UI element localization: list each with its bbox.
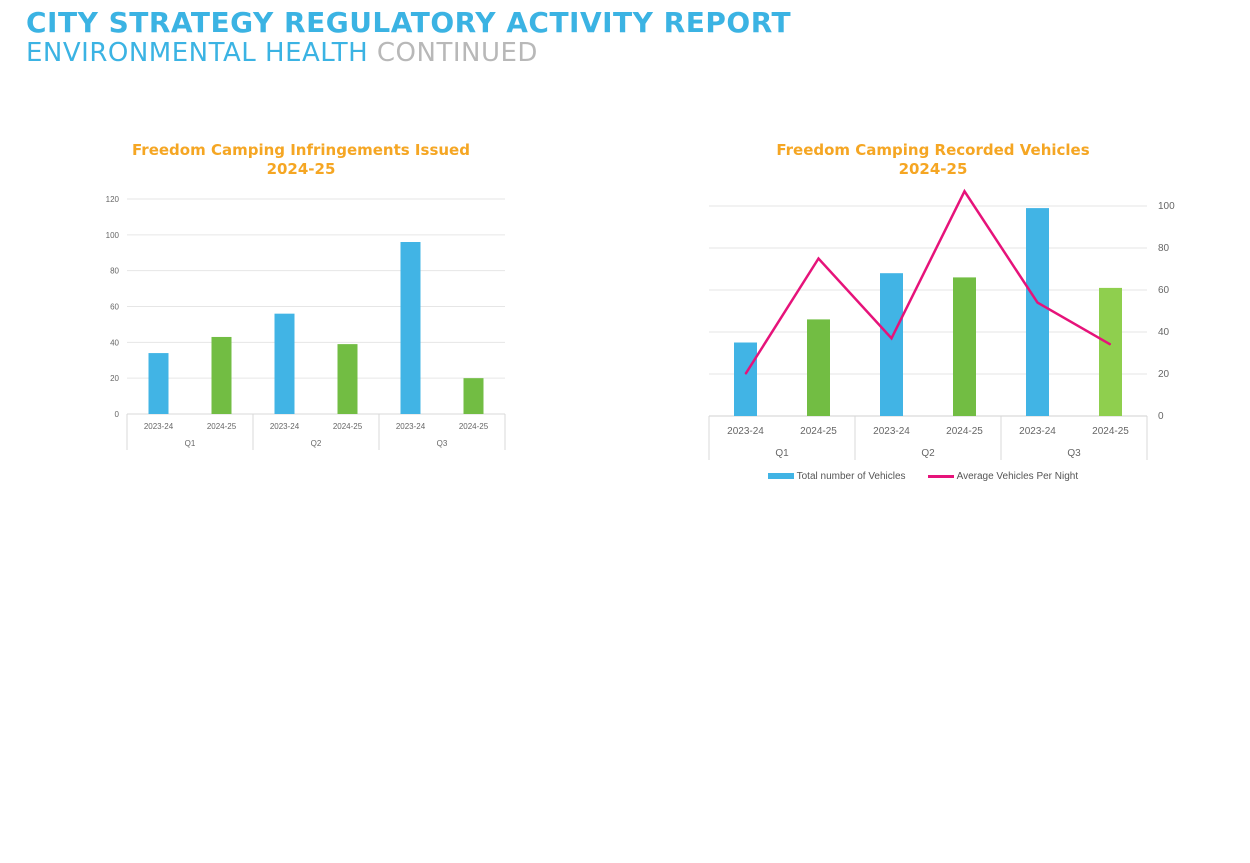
chart1-category-label: 2023-24	[396, 422, 426, 431]
chart2-line-series	[744, 188, 1112, 375]
legend-line-swatch	[928, 474, 955, 478]
report-title: CITY STRATEGY REGULATORY ACTIVITY REPORT	[26, 6, 792, 39]
chart2-bar	[880, 273, 903, 416]
chart1-bar	[211, 336, 232, 414]
chart1-category-label: 2023-24	[144, 422, 174, 431]
chart1-group-label: Q1	[185, 439, 196, 448]
chart2-category-label: 2023-24	[1019, 426, 1056, 437]
report-subtitle: ENVIRONMENTAL HEALTH CONTINUED	[26, 38, 538, 68]
chart2-ytick-label: 0	[1158, 411, 1164, 422]
chart1-bar	[463, 378, 484, 414]
subtitle-section: ENVIRONMENTAL HEALTH	[26, 38, 369, 68]
chart2-legend: Total number of Vehicles Average Vehicle…	[768, 471, 1078, 482]
chart1-ytick-label: 120	[106, 195, 120, 204]
chart1-bar	[148, 353, 169, 414]
legend-bar-swatch	[768, 473, 794, 480]
chart2-line-point	[891, 337, 892, 339]
chart1-bar	[337, 344, 358, 414]
chart1-group-label: Q3	[437, 439, 448, 448]
chart2-category-label: 2023-24	[727, 426, 764, 437]
chart2-title-line2: 2024-25	[898, 160, 968, 178]
chart1-category-label: 2024-25	[333, 422, 363, 431]
chart2-line-point	[1037, 302, 1038, 304]
chart2-category-label: 2024-25	[800, 426, 837, 437]
chart1-ytick-label: 20	[110, 374, 119, 383]
chart1-bar	[400, 242, 421, 414]
chart1-bar	[274, 313, 295, 414]
chart1-ytick-label: 100	[106, 231, 120, 240]
chart2-line-point	[818, 258, 819, 259]
chart2-ytick-label: 80	[1158, 243, 1170, 254]
chart1-title-line1: Freedom Camping Infringements Issued	[132, 141, 470, 159]
chart2-ytick-label: 100	[1158, 201, 1175, 212]
chart2-title-line1: Freedom Camping Recorded Vehicles	[776, 141, 1090, 159]
chart1-category-label: 2024-25	[207, 422, 237, 431]
chart2-group-label: Q3	[1067, 448, 1081, 459]
chart2-bar	[1099, 287, 1122, 416]
chart1-ytick-label: 0	[115, 410, 120, 419]
chart1-category-label: 2024-25	[459, 422, 489, 431]
chart1-title: Freedom Camping Infringements Issued 202…	[120, 141, 482, 179]
chart2-line-point	[964, 190, 965, 192]
chart2-bar	[807, 319, 830, 416]
chart1-ytick-label: 80	[110, 267, 119, 276]
chart2-title: Freedom Camping Recorded Vehicles 2024-2…	[752, 141, 1114, 179]
chart2-category-label: 2023-24	[873, 426, 910, 437]
legend-bar-label: Total number of Vehicles	[796, 471, 906, 482]
chart1-ytick-label: 40	[110, 338, 119, 347]
chart2-category-label: 2024-25	[1092, 426, 1129, 437]
chart2-ytick-label: 20	[1158, 369, 1170, 380]
legend-line-label: Average Vehicles Per Night	[956, 471, 1079, 482]
subtitle-continued: CONTINUED	[376, 38, 538, 68]
chart1-category-label: 2023-24	[270, 422, 300, 431]
chart1-title-line2: 2024-25	[266, 160, 336, 178]
chart2-bar	[1026, 208, 1049, 416]
chart2-line-point	[745, 373, 746, 375]
chart2-ytick-label: 60	[1158, 285, 1170, 296]
chart2-category-label: 2024-25	[946, 426, 983, 437]
chart2-bar	[734, 342, 757, 416]
chart2-bar	[953, 277, 976, 416]
chart2-group-label: Q1	[775, 448, 789, 459]
chart1-group-label: Q2	[311, 439, 322, 448]
chart1-ytick-label: 60	[110, 303, 119, 312]
chart2-line-point	[1110, 344, 1111, 346]
chart2-ytick-label: 40	[1158, 327, 1170, 338]
chart2-group-label: Q2	[921, 448, 935, 459]
